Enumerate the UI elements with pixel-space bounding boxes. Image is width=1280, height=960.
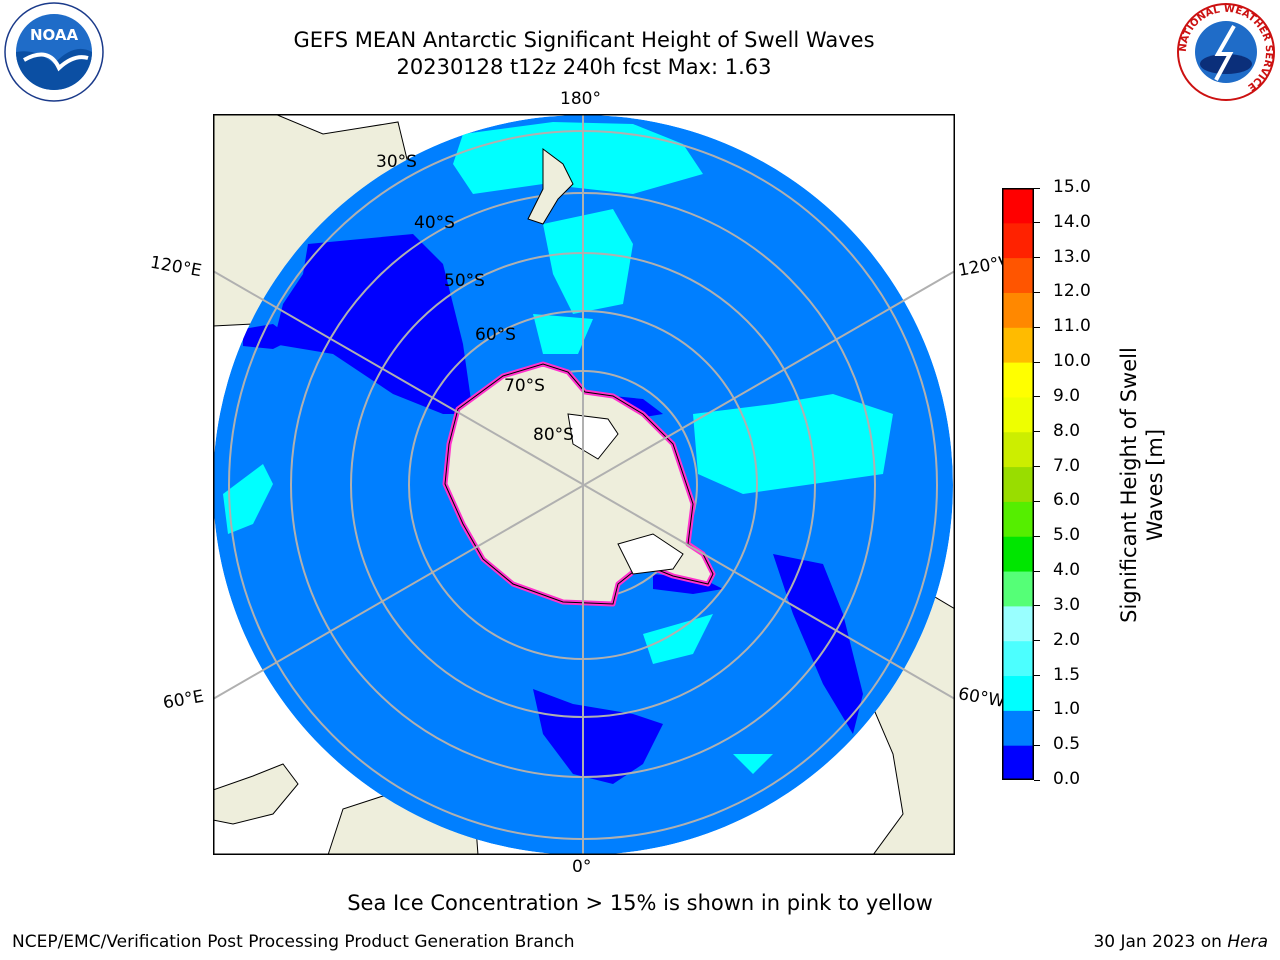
sea-ice-note: Sea Ice Concentration > 15% is shown in … xyxy=(347,891,933,915)
lon-label-lower-left: 60°E xyxy=(161,686,206,714)
chart-title: GEFS MEAN Antarctic Significant Height o… xyxy=(293,28,875,52)
colorbar-tick-label: 10.0 xyxy=(1053,351,1091,372)
colorbar-tick-mark xyxy=(1034,361,1040,363)
colorbar-segment xyxy=(1002,605,1034,642)
lon-label-lower-right: 60°W xyxy=(956,684,1007,712)
lat-label-60s: 60°S xyxy=(475,325,516,345)
credit-text: NCEP/EMC/Verification Post Processing Pr… xyxy=(12,932,575,952)
colorbar-segment xyxy=(1002,222,1034,259)
colorbar-segment xyxy=(1002,640,1034,677)
colorbar-tick-mark xyxy=(1034,187,1040,189)
colorbar-label-line2: Waves [m] xyxy=(1143,428,1167,542)
colorbar-segment xyxy=(1002,188,1034,224)
colorbar-tick-mark xyxy=(1034,291,1040,293)
colorbar-segment xyxy=(1002,675,1034,711)
lat-label-30s: 30°S xyxy=(376,152,417,172)
colorbar-tick-label: 4.0 xyxy=(1053,560,1081,581)
lat-label-80s: 80°S xyxy=(533,425,574,445)
polar-map xyxy=(212,113,956,856)
colorbar-tick-mark xyxy=(1034,779,1040,781)
colorbar-tick-label: 5.0 xyxy=(1053,525,1081,546)
colorbar-segment xyxy=(1002,466,1034,502)
colorbar-tick-label: 2.0 xyxy=(1053,629,1081,650)
nws-logo-icon: NATIONAL WEATHER SERVICE xyxy=(1176,2,1276,102)
lon-label-bottom: 0° xyxy=(572,857,592,877)
colorbar-tick-mark xyxy=(1034,466,1040,468)
colorbar-tick-label: 0.5 xyxy=(1053,734,1081,755)
date-label: 30 Jan 2023 on xyxy=(1093,932,1228,952)
lat-label-70s: 70°S xyxy=(504,376,545,396)
colorbar-tick-label: 3.0 xyxy=(1053,594,1081,615)
longitude-grid xyxy=(212,114,956,855)
colorbar-segment xyxy=(1002,396,1034,433)
colorbar-tick-label: 1.5 xyxy=(1053,664,1081,685)
colorbar-tick-mark xyxy=(1034,570,1040,572)
colorbar xyxy=(1002,188,1034,781)
colorbar-tick-mark xyxy=(1034,535,1040,537)
colorbar-tick-mark xyxy=(1034,605,1040,607)
colorbar-tick-label: 12.0 xyxy=(1053,281,1091,302)
colorbar-segment xyxy=(1002,327,1034,363)
noaa-logo-icon: NOAA xyxy=(4,2,104,102)
colorbar-segment xyxy=(1002,257,1034,293)
colorbar-tick-label: 1.0 xyxy=(1053,699,1081,720)
colorbar-tick-label: 7.0 xyxy=(1053,455,1081,476)
colorbar-tick-label: 11.0 xyxy=(1053,316,1091,337)
colorbar-tick-mark xyxy=(1034,500,1040,502)
lat-label-50s: 50°S xyxy=(444,271,485,291)
colorbar-segment xyxy=(1002,292,1034,328)
lat-label-40s: 40°S xyxy=(414,213,455,233)
host-label: Hera xyxy=(1227,932,1268,952)
lon-label-top: 180° xyxy=(560,89,601,109)
colorbar-tick-label: 0.0 xyxy=(1053,769,1081,789)
date-text: 30 Jan 2023 on Hera xyxy=(1093,932,1268,952)
colorbar-tick-mark xyxy=(1034,431,1040,433)
colorbar-segment xyxy=(1002,501,1034,537)
colorbar-tick-mark xyxy=(1034,257,1040,259)
colorbar-segment xyxy=(1002,745,1034,781)
colorbar-segment xyxy=(1002,571,1034,607)
colorbar-tick-mark xyxy=(1034,709,1040,711)
colorbar-segment xyxy=(1002,536,1034,572)
colorbar-tick-label: 14.0 xyxy=(1053,211,1091,232)
colorbar-tick-mark xyxy=(1034,396,1040,398)
lon-label-upper-left: 120°E xyxy=(148,252,204,282)
colorbar-tick-label: 15.0 xyxy=(1053,177,1091,197)
colorbar-tick-label: 9.0 xyxy=(1053,385,1081,406)
chart-subtitle: 20230128 t12z 240h fcst Max: 1.63 xyxy=(396,55,772,79)
colorbar-segment xyxy=(1002,710,1034,746)
colorbar-tick-mark xyxy=(1034,675,1040,677)
colorbar-label-line1: Significant Height of Swell xyxy=(1117,347,1141,623)
colorbar-tick-mark xyxy=(1034,326,1040,328)
noaa-logo-text: NOAA xyxy=(30,26,79,44)
colorbar-tick-mark xyxy=(1034,744,1040,746)
colorbar-tick-label: 8.0 xyxy=(1053,420,1081,441)
colorbar-tick-mark xyxy=(1034,640,1040,642)
colorbar-tick-mark xyxy=(1034,222,1040,224)
colorbar-segment xyxy=(1002,431,1034,468)
colorbar-segment xyxy=(1002,362,1034,398)
colorbar-tick-label: 6.0 xyxy=(1053,490,1081,511)
colorbar-tick-label: 13.0 xyxy=(1053,246,1091,267)
